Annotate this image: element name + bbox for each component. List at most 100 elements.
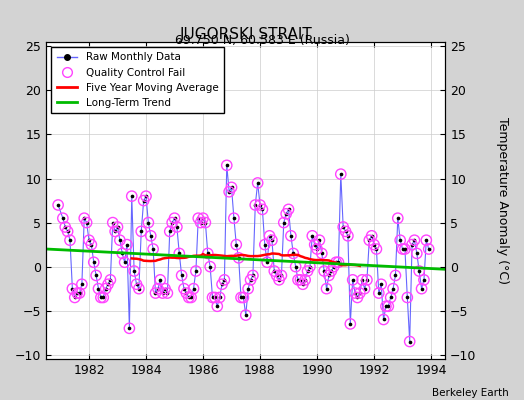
Point: [158, 290, 167, 296]
Point: [294, 277, 302, 283]
Point: [398, 246, 407, 252]
Point: [133, 281, 141, 288]
Point: [285, 206, 293, 212]
Point: [325, 272, 333, 279]
Point: [272, 272, 281, 279]
Point: [249, 272, 257, 279]
Point: [387, 294, 395, 301]
Point: [320, 268, 329, 274]
Point: [227, 184, 236, 190]
Point: [296, 277, 304, 283]
Point: [189, 286, 198, 292]
Point: [244, 286, 253, 292]
Point: [54, 202, 62, 208]
Point: [156, 277, 165, 283]
Point: [220, 277, 228, 283]
Point: [163, 290, 171, 296]
Text: Berkeley Earth: Berkeley Earth: [432, 388, 508, 398]
Point: [187, 294, 195, 301]
Point: [382, 303, 390, 310]
Point: [73, 290, 81, 296]
Point: [339, 224, 347, 230]
Point: [327, 268, 335, 274]
Point: [394, 215, 402, 221]
Point: [90, 259, 98, 266]
Point: [215, 294, 224, 301]
Point: [424, 246, 433, 252]
Point: [196, 219, 205, 226]
Point: [106, 277, 115, 283]
Point: [90, 259, 98, 266]
Point: [149, 246, 157, 252]
Point: [189, 286, 198, 292]
Point: [351, 290, 359, 296]
Point: [63, 228, 72, 235]
Point: [180, 286, 188, 292]
Point: [99, 294, 107, 301]
Point: [151, 290, 160, 296]
Point: [139, 197, 148, 204]
Point: [66, 237, 74, 244]
Point: [356, 290, 364, 296]
Point: [263, 259, 271, 266]
Point: [358, 277, 366, 283]
Point: [218, 281, 226, 288]
Point: [318, 250, 326, 257]
Point: [401, 246, 409, 252]
Point: [424, 246, 433, 252]
Point: [123, 242, 131, 248]
Point: [92, 272, 100, 279]
Point: [220, 277, 228, 283]
Point: [285, 206, 293, 212]
Point: [332, 259, 340, 266]
Point: [275, 277, 283, 283]
Point: [418, 286, 426, 292]
Point: [94, 286, 103, 292]
Point: [294, 277, 302, 283]
Point: [401, 246, 409, 252]
Point: [387, 294, 395, 301]
Point: [80, 215, 89, 221]
Point: [118, 250, 126, 257]
Point: [403, 294, 411, 301]
Point: [118, 250, 126, 257]
Point: [99, 294, 107, 301]
Point: [334, 259, 343, 266]
Point: [308, 233, 316, 239]
Point: [346, 321, 355, 327]
Point: [389, 286, 397, 292]
Point: [92, 272, 100, 279]
Point: [280, 219, 288, 226]
Point: [398, 246, 407, 252]
Point: [78, 281, 86, 288]
Point: [303, 268, 312, 274]
Point: [344, 233, 352, 239]
Point: [396, 237, 405, 244]
Point: [187, 294, 195, 301]
Point: [175, 250, 183, 257]
Point: [201, 219, 210, 226]
Point: [389, 286, 397, 292]
Point: [412, 250, 421, 257]
Point: [168, 219, 177, 226]
Point: [230, 215, 238, 221]
Point: [325, 272, 333, 279]
Point: [361, 286, 369, 292]
Point: [408, 242, 416, 248]
Point: [68, 286, 77, 292]
Point: [365, 237, 374, 244]
Point: [305, 264, 314, 270]
Point: [108, 219, 117, 226]
Point: [97, 294, 105, 301]
Point: [161, 286, 169, 292]
Point: [242, 312, 250, 318]
Point: [66, 237, 74, 244]
Point: [361, 286, 369, 292]
Point: [260, 242, 269, 248]
Point: [234, 255, 243, 261]
Point: [370, 242, 378, 248]
Point: [372, 246, 380, 252]
Point: [394, 215, 402, 221]
Point: [282, 210, 290, 217]
Point: [147, 233, 155, 239]
